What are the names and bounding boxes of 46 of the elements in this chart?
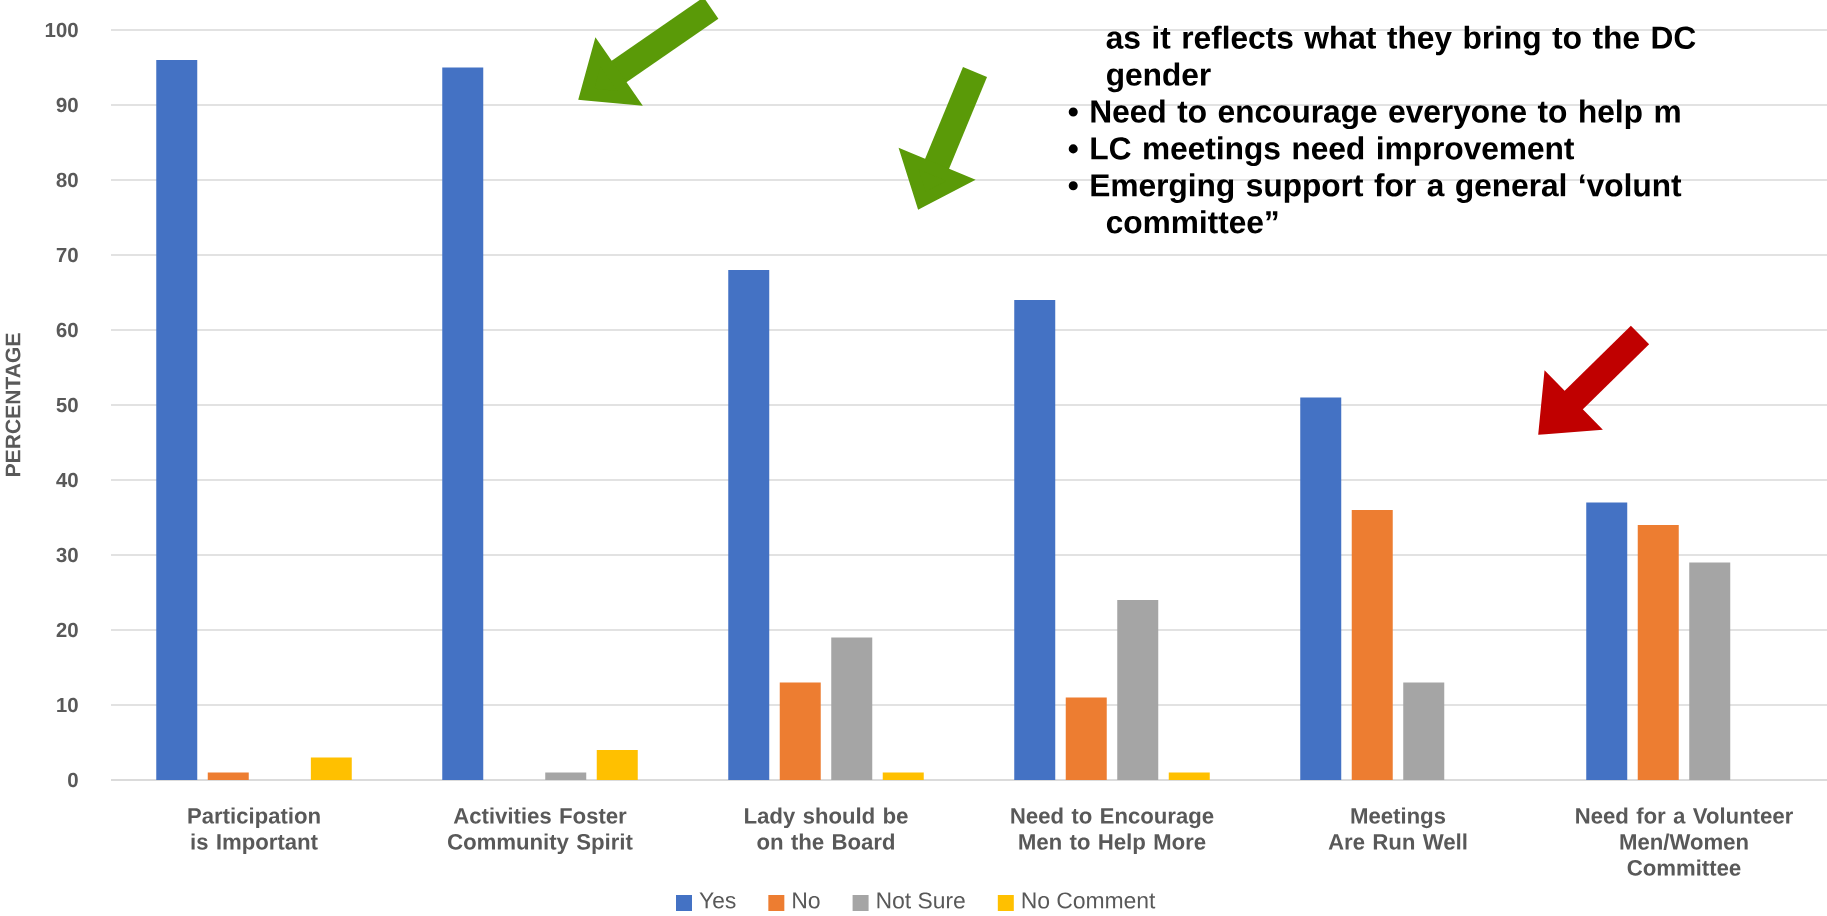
y-tick-label: 30 — [56, 547, 78, 563]
bar — [156, 59, 198, 780]
bar — [1689, 562, 1731, 780]
bar — [779, 682, 821, 780]
x-tick-label: Lady should be on the Board — [745, 807, 908, 850]
bar — [728, 269, 770, 780]
x-tick-label: Need for a Volunteer Men/Women Committee — [1576, 807, 1793, 876]
legend-label: No — [793, 892, 820, 909]
y-tick-label: 80 — [56, 172, 78, 188]
y-tick-label: 60 — [56, 322, 78, 338]
bar — [442, 67, 484, 780]
legend-label: Not Sure — [877, 892, 965, 909]
y-tick-label: 90 — [56, 97, 78, 113]
y-tick-label: 100 — [45, 22, 78, 38]
y-tick-label: 70 — [56, 247, 78, 263]
annotation: • Need to encourage everyone to help m — [1068, 99, 1680, 130]
x-tick-label: Need to Encourage Men to Help More — [1011, 807, 1214, 855]
bar — [1403, 682, 1445, 780]
annotation: as it reflects what they bring to the DC gender — [1106, 25, 1696, 93]
annotation: • LC meetings need improvement — [1068, 136, 1575, 167]
bar — [207, 772, 249, 780]
y-axis-title: PERCENTAGE — [5, 333, 21, 476]
y-tick-label: 40 — [56, 472, 78, 488]
bar — [310, 757, 352, 780]
bar — [1586, 502, 1628, 780]
bar — [1014, 299, 1056, 780]
bar — [831, 637, 873, 780]
bar — [1637, 524, 1679, 780]
bar — [596, 749, 638, 780]
bar — [545, 772, 587, 780]
y-tick-label: 50 — [56, 397, 78, 413]
legend-label: No Comment — [1022, 892, 1156, 909]
annotation: • Emerging support for a general ‘volunt committee” — [1068, 173, 1682, 234]
bar — [1065, 697, 1107, 780]
bar — [1168, 772, 1210, 780]
x-tick-label: Participation is Important — [188, 807, 320, 855]
bar — [1300, 397, 1342, 780]
bar — [1351, 509, 1393, 780]
legend-label: Yes — [699, 892, 736, 909]
bar — [1117, 599, 1159, 780]
x-tick-label: Activities Foster Community Spirit — [448, 807, 633, 855]
bar — [882, 772, 924, 780]
x-tick-label: Meetings Are Run Well — [1328, 807, 1467, 850]
y-tick-label: 0 — [68, 772, 78, 788]
y-tick-label: 20 — [56, 622, 78, 638]
y-tick-label: 10 — [57, 697, 78, 713]
